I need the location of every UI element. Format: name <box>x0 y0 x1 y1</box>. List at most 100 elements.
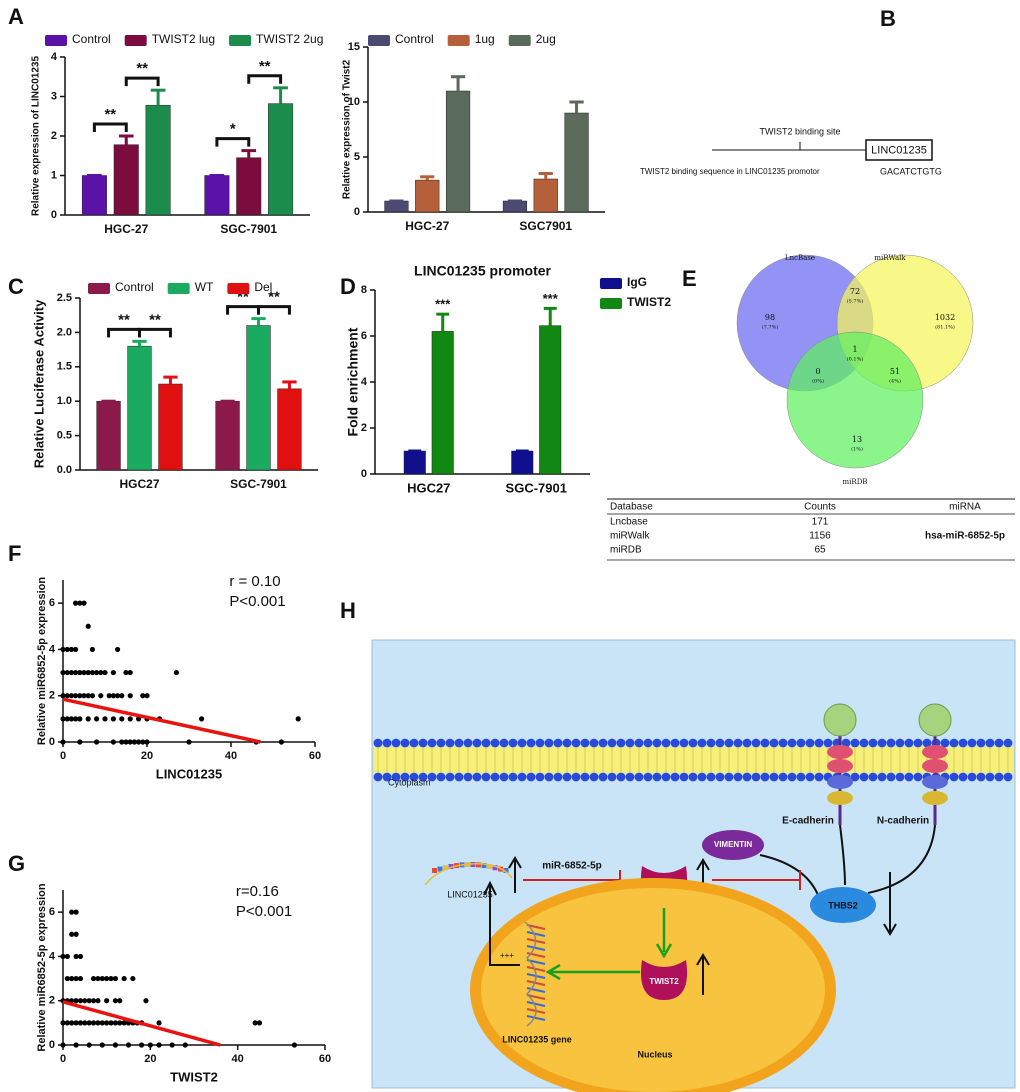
lipid-head <box>733 772 743 782</box>
stat-label: r=0.16 <box>236 883 279 900</box>
legend-swatch <box>368 35 390 46</box>
lipid-head <box>994 738 1004 748</box>
point <box>295 716 301 722</box>
venn-count: 13 <box>852 435 862 444</box>
point <box>89 693 95 699</box>
lipid-head <box>670 738 680 748</box>
rna-bead <box>503 868 509 873</box>
lipid-head <box>400 738 410 748</box>
y-tick-label: 6 <box>49 906 55 918</box>
lipid-head <box>445 772 455 782</box>
bar <box>431 331 454 475</box>
legend-label: 1ug <box>475 32 495 46</box>
lipid-head <box>760 738 770 748</box>
point <box>64 1020 70 1026</box>
bar <box>81 175 107 216</box>
error-bar <box>241 149 257 158</box>
point <box>143 998 149 1004</box>
dna-rung <box>526 994 546 1000</box>
legend-label: IgG <box>627 275 647 289</box>
point <box>125 1042 132 1048</box>
point <box>104 998 110 1004</box>
point <box>117 1020 123 1026</box>
lipid-head <box>454 738 464 748</box>
lipid-head <box>715 772 725 782</box>
y-tick-label: 6 <box>361 330 367 342</box>
point <box>77 693 83 699</box>
x-tick-label: 0 <box>60 1053 66 1065</box>
lipid-head <box>877 772 887 782</box>
panel-label: F <box>8 541 21 566</box>
lipid-head <box>697 738 707 748</box>
bar <box>403 450 426 475</box>
lipid-head <box>913 738 923 748</box>
x-tick-label: SGC-7901 <box>506 480 567 495</box>
significance-label: ** <box>268 289 280 306</box>
lipid-head <box>409 772 419 782</box>
point <box>127 669 133 676</box>
significance-label: ** <box>118 311 130 328</box>
legend-label: 2ug <box>536 32 556 46</box>
point <box>94 739 100 745</box>
x-tick-label: 40 <box>232 1053 244 1065</box>
point <box>130 975 136 982</box>
link <box>867 824 936 894</box>
point <box>73 1020 79 1026</box>
lipid-head <box>967 738 977 748</box>
significance-label: ** <box>149 311 161 328</box>
dna-rung <box>526 1001 546 1007</box>
point <box>186 739 192 745</box>
point <box>121 1020 127 1026</box>
y-tick-label: 0 <box>49 1039 55 1051</box>
pathway-label: Cytoplasm <box>388 777 431 787</box>
dna-rung <box>526 924 546 930</box>
lipid-head <box>688 772 698 782</box>
error-bar <box>420 175 435 181</box>
rna-bead <box>443 865 448 871</box>
dna-rung <box>526 945 546 951</box>
point <box>90 975 97 982</box>
rna-bead <box>481 863 487 869</box>
legend-label: Control <box>115 280 154 294</box>
x-tick-label: 60 <box>309 750 321 762</box>
lipid-head <box>571 772 581 782</box>
error-bar <box>282 380 297 389</box>
significance-bracket <box>226 305 260 315</box>
legend-swatch <box>124 35 147 46</box>
x-tick-label: 60 <box>319 1053 331 1065</box>
point <box>73 716 79 722</box>
bar <box>511 450 534 475</box>
point <box>77 953 84 960</box>
point <box>60 716 66 722</box>
point <box>73 600 79 606</box>
gene-box <box>865 139 933 161</box>
lipid-head <box>535 772 545 782</box>
pathway-label: VIMENTIN <box>714 840 752 849</box>
pathway-label: Nucleus <box>637 1049 672 1059</box>
lipid-head <box>526 738 536 748</box>
lipid-head <box>661 738 671 748</box>
table-cell: hsa-miR-6852-5p <box>925 531 1005 542</box>
y-tick-label: 1.0 <box>57 395 72 407</box>
bar <box>445 90 471 213</box>
point <box>98 693 104 699</box>
point <box>60 953 66 960</box>
lipid-head <box>463 738 473 748</box>
up-arrow <box>696 953 710 995</box>
lipid-head <box>886 738 896 748</box>
lipid-head <box>778 772 788 782</box>
lipid-head <box>616 738 626 748</box>
y-tick-label: 2.5 <box>57 292 72 304</box>
lipid-head <box>652 738 662 748</box>
point <box>127 739 133 745</box>
point <box>140 739 146 745</box>
point <box>95 975 101 982</box>
lipid-head <box>1003 772 1013 782</box>
table-header: Database <box>610 502 653 513</box>
table-cell: miRWalk <box>610 531 650 542</box>
y-tick-label: 2 <box>51 130 57 142</box>
point <box>60 1020 66 1026</box>
lipid-head <box>985 738 995 748</box>
legend-swatch <box>227 283 250 294</box>
